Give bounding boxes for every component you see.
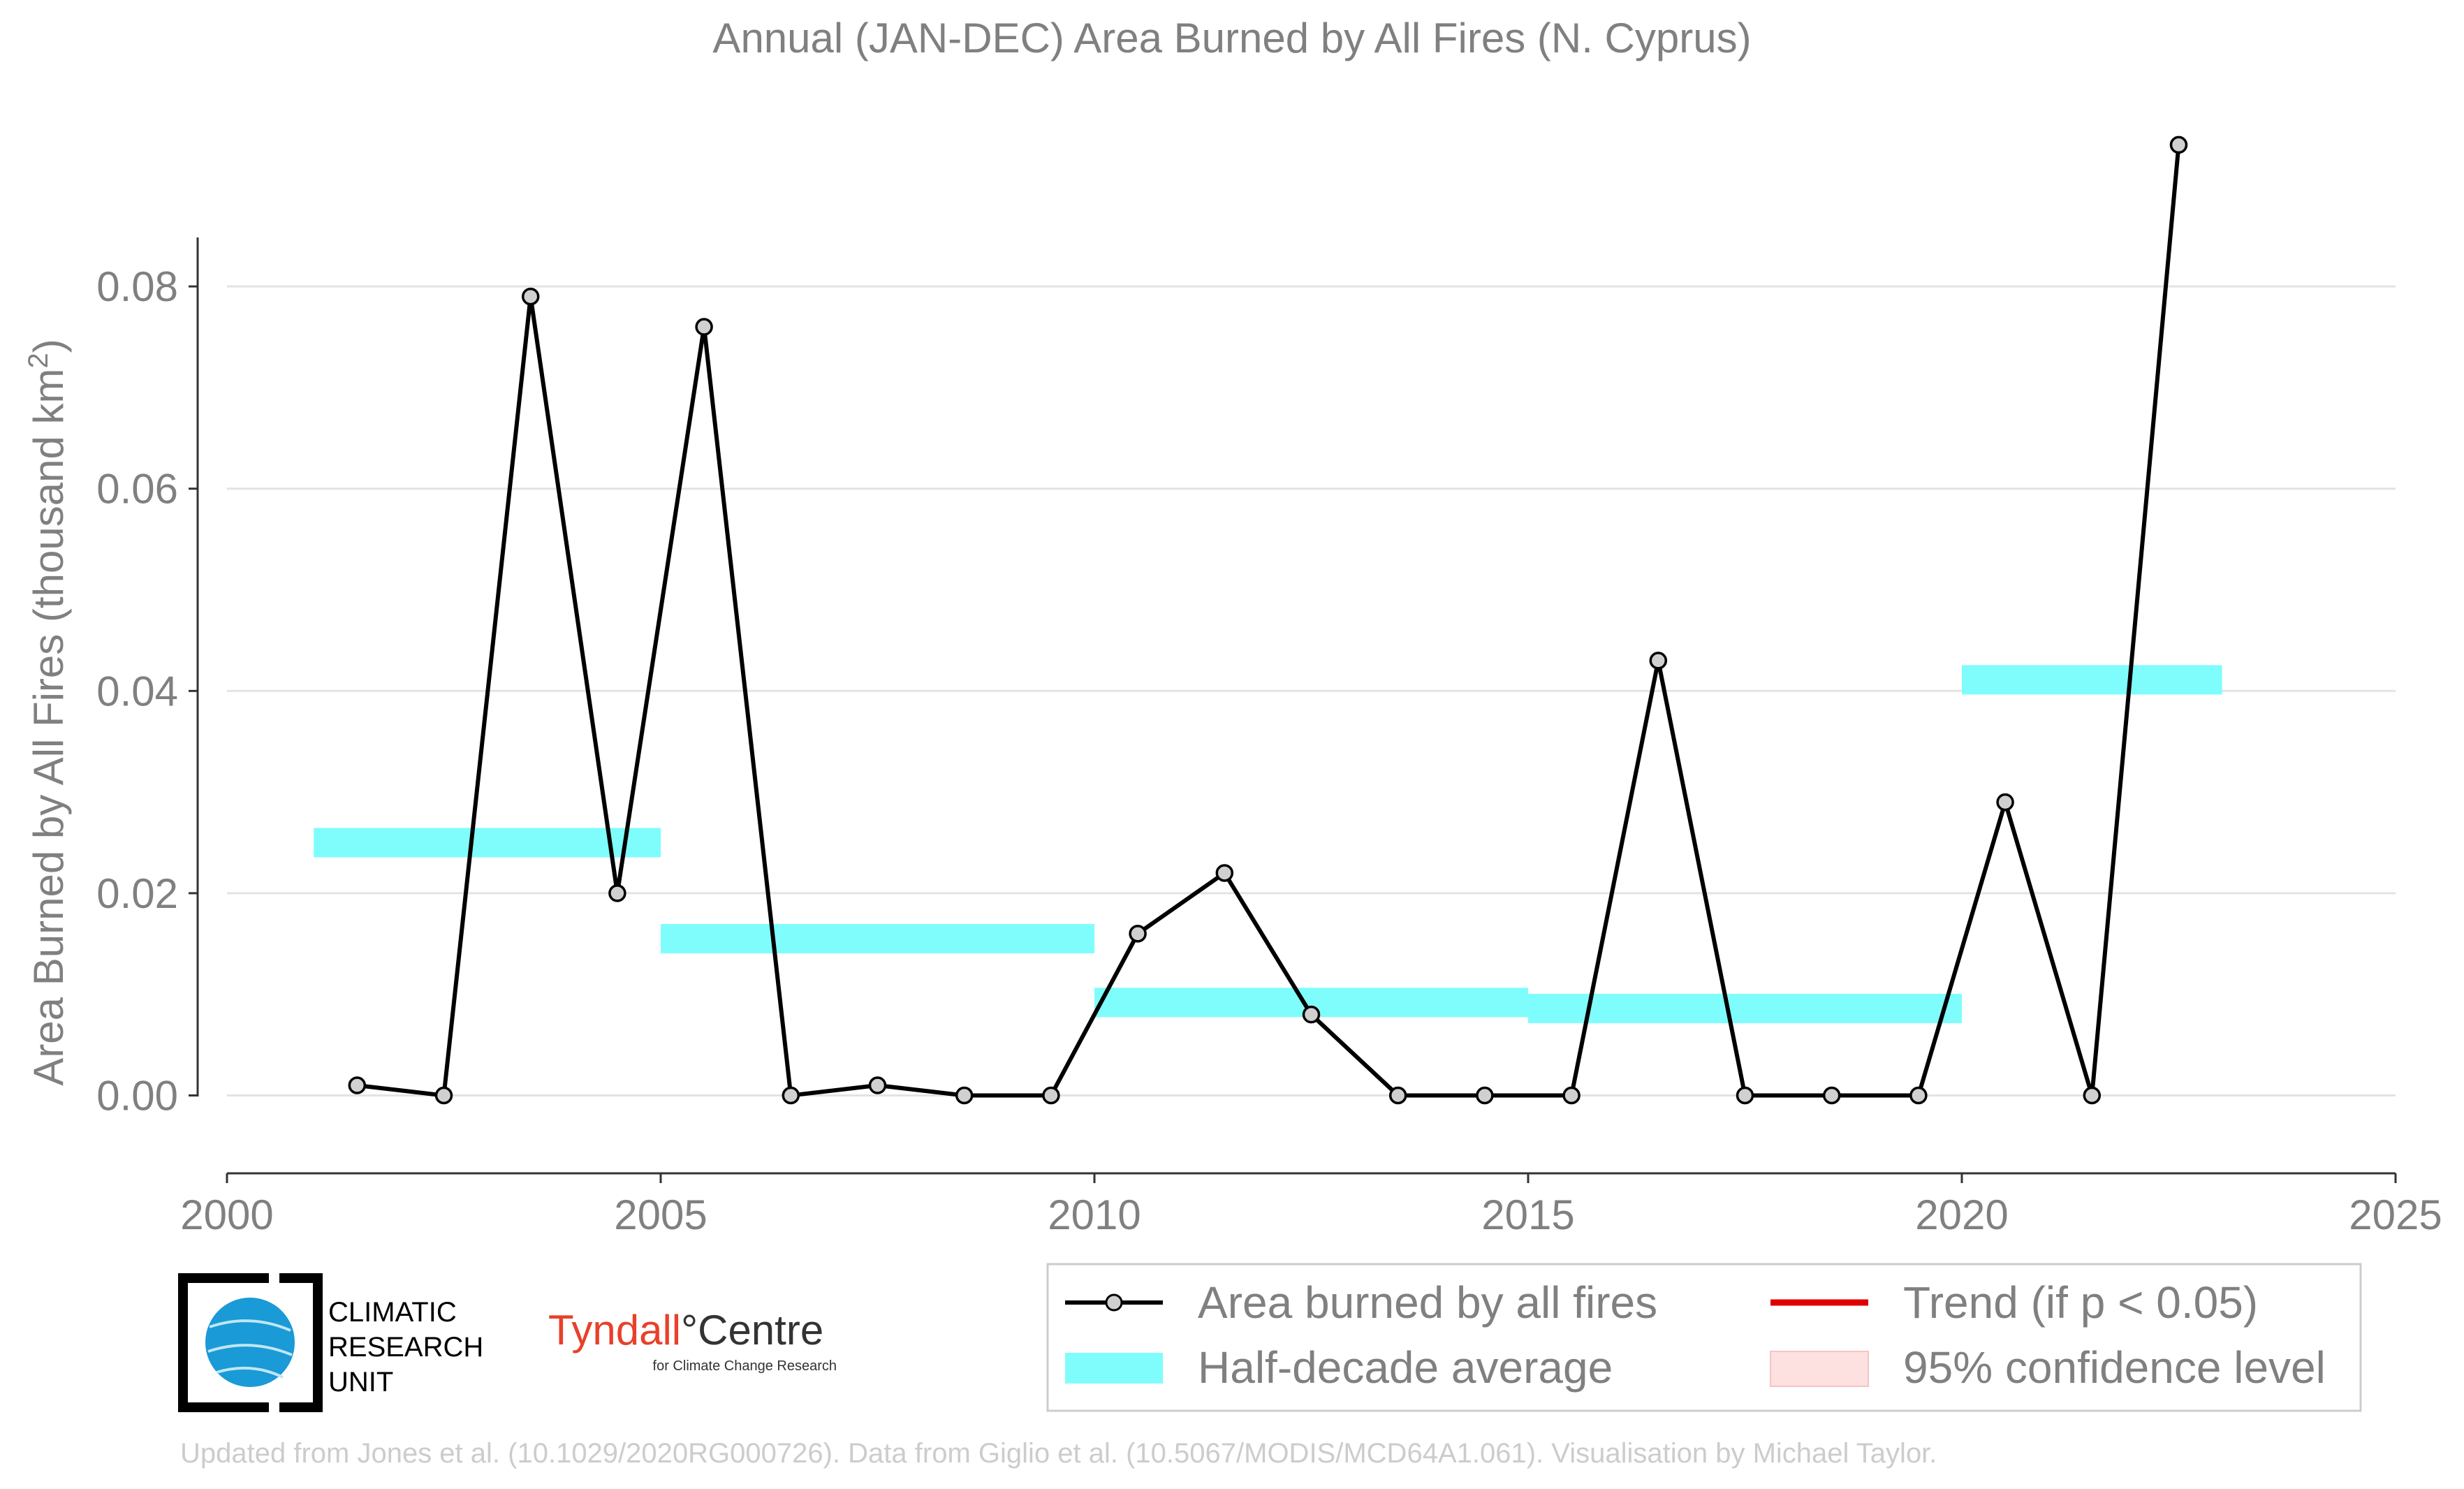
y-axis-label-sup: 2 xyxy=(23,353,54,368)
data-point xyxy=(1736,1086,1754,1105)
data-point xyxy=(1388,1086,1407,1105)
tyndall-degree: ° xyxy=(681,1307,698,1354)
x-tick-label: 2015 xyxy=(1481,1191,1574,1238)
x-tick-label: 2005 xyxy=(614,1191,707,1238)
data-point xyxy=(2083,1086,2102,1105)
credit-text: Updated from Jones et al. (10.1029/2020R… xyxy=(180,1438,1937,1469)
data-point xyxy=(955,1086,974,1105)
data-point xyxy=(1129,925,1147,943)
y-tick-label: 0.08 xyxy=(96,263,178,310)
cru-logo-bracket-right xyxy=(279,1273,323,1412)
globe-icon xyxy=(205,1298,295,1387)
legend: Area burned by all fires Trend (if p < 0… xyxy=(1046,1263,2362,1412)
legend-label-half-decade: Half-decade average xyxy=(1198,1342,1613,1393)
legend-label-confidence: 95% confidence level xyxy=(1903,1342,2326,1393)
half-decade-bands xyxy=(314,665,2222,1023)
series-points xyxy=(348,135,2188,1105)
tyndall-name: Tyndall xyxy=(548,1307,681,1354)
data-point xyxy=(2169,135,2188,154)
legend-label-trend: Trend (if p < 0.05) xyxy=(1903,1277,2258,1328)
half-decade-band xyxy=(314,828,661,858)
series-line-area-burned xyxy=(356,145,2181,1098)
data-point xyxy=(1476,1086,1494,1105)
cru-logo-line3: UNIT xyxy=(328,1367,393,1398)
globe-icon-lines xyxy=(207,1319,293,1379)
data-point xyxy=(1909,1086,1928,1105)
x-tick-label: 2025 xyxy=(2349,1191,2442,1238)
data-point xyxy=(1649,652,1668,670)
y-axis-label-end: ) xyxy=(25,339,72,353)
y-axis-label: Area Burned by All Fires (thousand km2) xyxy=(23,339,72,1085)
x-tick-labels: 2000 2005 2010 2015 2020 2025 xyxy=(180,1191,2442,1238)
legend-swatch-confidence xyxy=(1770,1351,1869,1387)
y-tick-label: 0.02 xyxy=(96,870,178,917)
cru-logo-bracket-left xyxy=(178,1273,269,1412)
y-tick-labels: 0.00 0.02 0.04 0.06 0.08 xyxy=(96,263,178,1119)
cru-logo-line1: CLIMATIC xyxy=(328,1297,457,1328)
x-tick-label: 2000 xyxy=(180,1191,273,1238)
y-tick-label: 0.06 xyxy=(96,466,178,513)
half-decade-band xyxy=(1528,993,1962,1023)
data-point xyxy=(521,287,540,306)
legend-label-area-burned: Area burned by all fires xyxy=(1198,1277,1657,1328)
data-point xyxy=(868,1076,887,1094)
cru-logo: CLIMATIC RESEARCH UNIT xyxy=(178,1273,483,1412)
legend-box xyxy=(1046,1263,2362,1412)
tyndall-logo-subtitle: for Climate Change Research xyxy=(653,1358,837,1374)
cru-logo-line2: RESEARCH xyxy=(328,1332,483,1363)
tyndall-logo: Tyndall°Centre for Climate Change Resear… xyxy=(548,1307,837,1374)
tyndall-logo-name: Tyndall°Centre xyxy=(548,1307,823,1354)
data-point xyxy=(782,1086,800,1105)
data-point xyxy=(1302,1005,1321,1024)
y-axis xyxy=(189,237,199,1097)
x-tick-label: 2020 xyxy=(1915,1191,2008,1238)
x-tick-label: 2010 xyxy=(1048,1191,1141,1238)
tyndall-centre: Centre xyxy=(698,1307,823,1354)
data-point xyxy=(608,884,626,902)
data-point xyxy=(695,318,713,336)
data-point xyxy=(1042,1086,1060,1105)
data-point xyxy=(1215,864,1234,882)
data-point xyxy=(1562,1086,1581,1105)
data-point xyxy=(1996,793,2014,812)
y-tick-label: 0.04 xyxy=(96,668,178,714)
half-decade-band xyxy=(1962,665,2222,695)
x-axis xyxy=(226,1172,2397,1183)
half-decade-band xyxy=(661,924,1094,954)
legend-marker-area-burned xyxy=(1105,1293,1123,1312)
y-tick-label: 0.00 xyxy=(96,1073,178,1120)
data-point xyxy=(348,1076,367,1094)
chart-title: Annual (JAN-DEC) Area Burned by All Fire… xyxy=(712,15,1751,61)
data-point xyxy=(434,1086,453,1105)
data-point xyxy=(1822,1086,1841,1105)
legend-swatch-half-decade xyxy=(1065,1353,1163,1384)
y-axis-label-main: Area Burned by All Fires (thousand km xyxy=(25,369,72,1086)
